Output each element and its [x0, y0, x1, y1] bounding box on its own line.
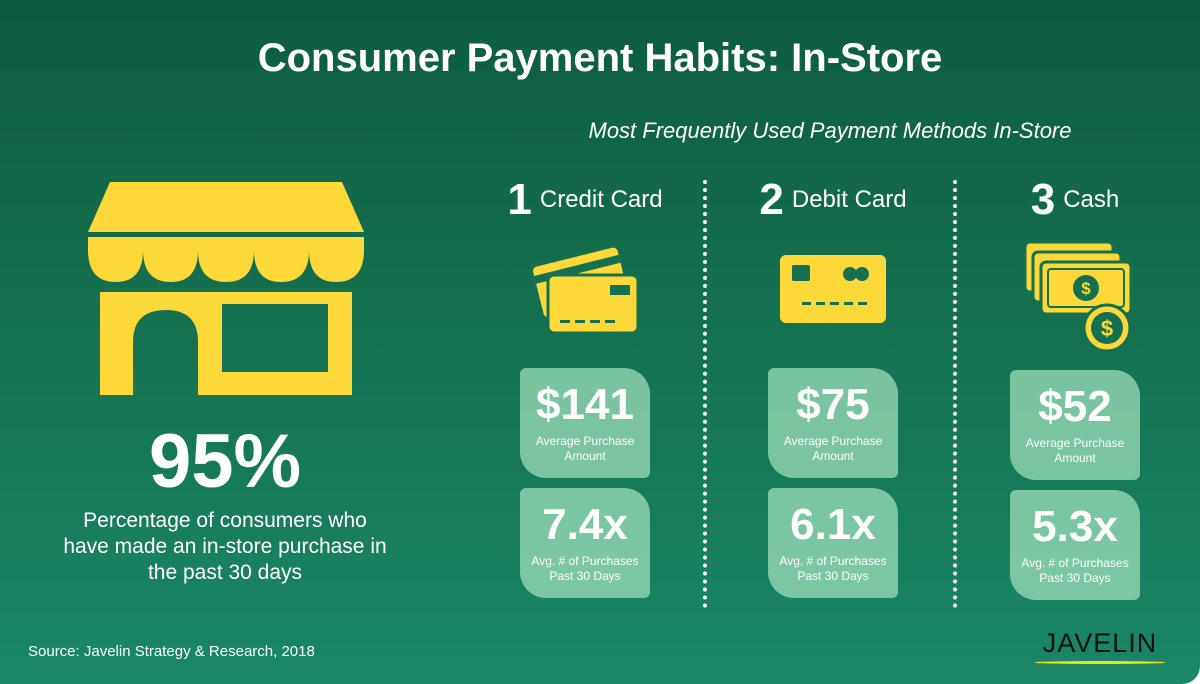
- amount-value: $75: [796, 380, 870, 429]
- amount-label: Average Purchase Amount: [1025, 436, 1125, 465]
- frequency-value: 5.3x: [1032, 502, 1118, 551]
- credit-cards-icon: [530, 244, 640, 335]
- rank: 3: [1030, 175, 1056, 224]
- amount-value: $141: [536, 380, 634, 429]
- divider: [953, 180, 957, 608]
- cash-icon: $ $: [1023, 240, 1133, 353]
- average-amount-card: $141 Average Purchase Amount: [520, 368, 650, 478]
- method-debit-card: 2 Debit Card $75 Average Purchase Amount 6…: [733, 175, 933, 598]
- method-name: Cash: [1063, 186, 1120, 213]
- headline-value: 95%: [148, 419, 302, 504]
- amount-label: Average Purchase Amount: [535, 434, 635, 463]
- rank: 1: [507, 175, 532, 224]
- frequency-value: 6.1x: [790, 500, 876, 549]
- logo-text: JAVELIN: [1042, 628, 1158, 658]
- subtitle: Most Frequently Used Payment Methods In-…: [588, 118, 1072, 143]
- frequency-value: 7.4x: [542, 500, 628, 549]
- method-credit-card: 1 Credit Card $141 Average Purchase Amount…: [485, 175, 685, 598]
- source-note: Source: Javelin Strategy & Research, 201…: [28, 643, 315, 660]
- debit-card-icon: [780, 255, 886, 323]
- rank: 2: [759, 175, 784, 224]
- divider: [703, 180, 707, 608]
- method-name: Credit Card: [539, 186, 663, 213]
- method-name: Debit Card: [791, 186, 907, 213]
- frequency-card: 7.4x Avg. # of Purchases Past 30 Days: [520, 488, 650, 598]
- headline-description: Percentage of consumers who have made an…: [63, 509, 387, 584]
- method-cash: 3 Cash $ $ $52 Average Purchase Amount 5.3…: [975, 175, 1175, 600]
- frequency-card: 5.3x Avg. # of Purchases Past 30 Days: [1010, 490, 1140, 600]
- storefront-icon: [88, 182, 364, 395]
- frequency-card: 6.1x Avg. # of Purchases Past 30 Days: [768, 488, 898, 598]
- frequency-label: Avg. # of Purchases Past 30 Days: [779, 554, 887, 583]
- page-title: Consumer Payment Habits: In-Store: [257, 36, 943, 80]
- frequency-label: Avg. # of Purchases Past 30 Days: [1021, 556, 1129, 585]
- average-amount-card: $75 Average Purchase Amount: [768, 368, 898, 478]
- svg-text:$: $: [1081, 279, 1091, 298]
- frequency-label: Avg. # of Purchases Past 30 Days: [531, 554, 639, 583]
- logo-underline: [1034, 661, 1166, 664]
- amount-label: Average Purchase Amount: [783, 434, 883, 463]
- amount-value: $52: [1038, 382, 1112, 431]
- javelin-logo: JAVELIN: [1030, 628, 1170, 664]
- average-amount-card: $52 Average Purchase Amount: [1010, 370, 1140, 480]
- svg-text:$: $: [1101, 316, 1113, 341]
